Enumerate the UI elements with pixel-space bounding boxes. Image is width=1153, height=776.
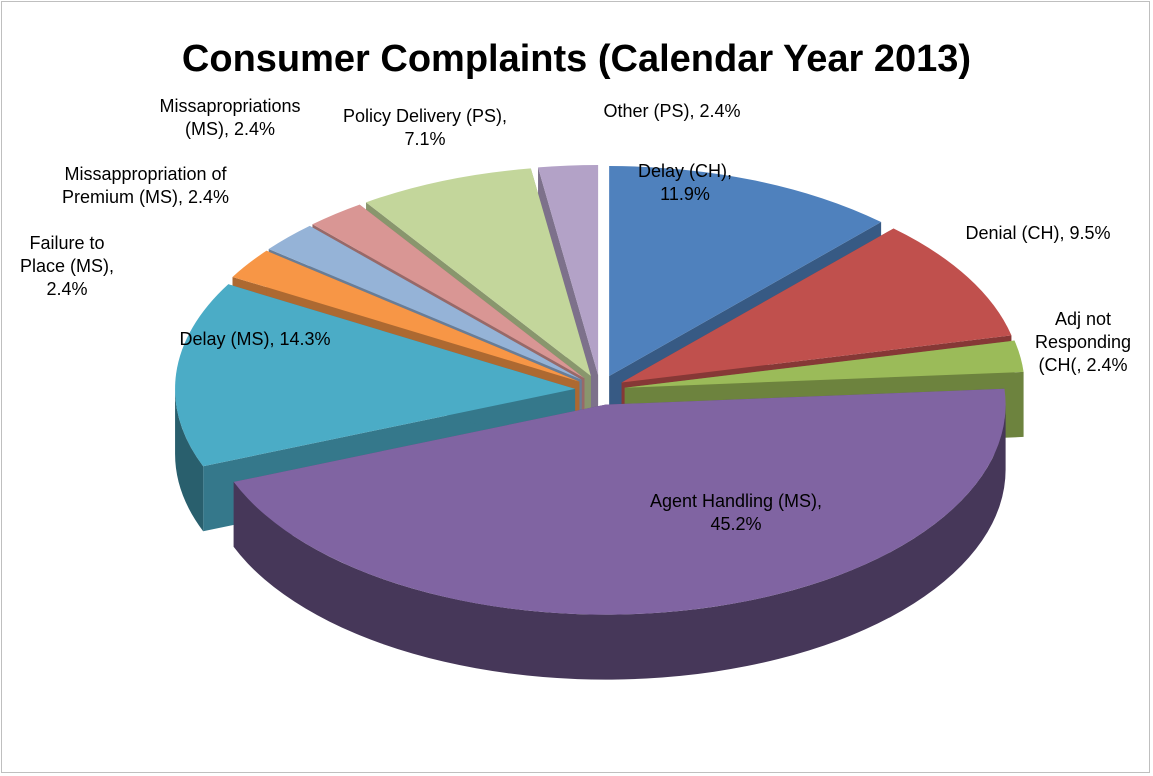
slice-top [232,250,580,382]
label-separator: , [1076,355,1087,375]
slice [233,388,1006,680]
data-label: Other (PS), 2.4% [572,100,772,123]
label-separator: , [269,329,280,349]
label-value: 2.4% [187,187,230,207]
slice-top [538,165,599,376]
data-label: Missapropriations (MS), 2.4% [140,95,320,141]
label-value: 2.4% [1086,355,1128,375]
label-separator: , [177,187,188,207]
data-label: Adj not Responding (CH(, 2.4% [1018,308,1148,377]
slice-top [609,166,882,377]
label-separator: , [1059,223,1070,243]
slice-top [233,388,1006,615]
label-value: 9.5% [1069,223,1111,243]
label-category: Missappropriation of Premium (MS) [61,164,227,207]
label-value: 2.4% [46,279,88,299]
slice-top [366,168,591,377]
label-separator: , [817,491,823,511]
label-value: 45.2% [710,514,762,534]
label-separator: , [502,106,508,126]
slice-wall [175,388,204,532]
slice-top [624,340,1024,388]
slice-top [621,228,1012,383]
label-value: 14.3% [279,329,331,349]
label-value: 11.9% [660,184,710,204]
label-category: Policy Delivery (PS) [342,106,502,126]
label-value: 2.4% [699,101,741,121]
label-category: Missapropriations (MS) [159,96,301,139]
label-separator: , [689,101,700,121]
label-separator: , [727,161,733,181]
slice-wall [233,404,1006,680]
label-category: Other (PS) [603,101,690,121]
data-label: Denial (CH), 9.5% [938,222,1138,245]
data-label: Delay (MS), 14.3% [150,328,360,351]
label-value: 7.1% [404,129,446,149]
slice-top [312,204,585,379]
label-separator: , [109,256,115,276]
data-label: Policy Delivery (PS), 7.1% [340,105,510,151]
label-category: Delay (MS) [179,329,270,349]
label-category: Failure to Place (MS) [19,233,109,276]
slice-top [268,225,582,380]
label-category: Adj not Responding (CH( [1034,309,1132,375]
data-label: Agent Handling (MS), 45.2% [636,490,836,536]
slice-top [175,284,576,467]
label-value: 2.4% [233,119,276,139]
chart-title: Consumer Complaints (Calendar Year 2013) [181,38,972,80]
label-separator: , [223,119,234,139]
label-category: Delay (CH) [637,161,727,181]
label-category: Denial (CH) [965,223,1060,243]
label-category: Agent Handling (MS) [649,491,818,511]
data-label: Failure to Place (MS), 2.4% [12,232,122,301]
data-label: Delay (CH), 11.9% [620,160,750,206]
data-label: Missappropriation of Premium (MS), 2.4% [38,163,253,209]
